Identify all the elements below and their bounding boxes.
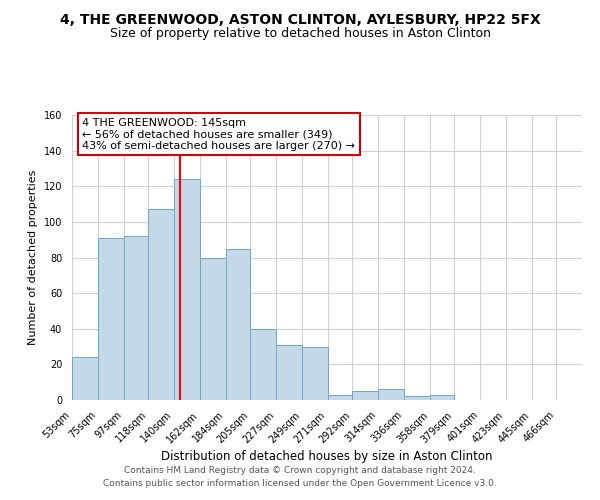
Text: 4 THE GREENWOOD: 145sqm
← 56% of detached houses are smaller (349)
43% of semi-d: 4 THE GREENWOOD: 145sqm ← 56% of detache…	[82, 118, 355, 151]
Bar	[174, 179, 200, 400]
Bar	[352, 391, 378, 400]
Y-axis label: Number of detached properties: Number of detached properties	[28, 170, 38, 345]
X-axis label: Distribution of detached houses by size in Aston Clinton: Distribution of detached houses by size …	[161, 450, 493, 464]
Bar	[148, 210, 174, 400]
Bar	[276, 345, 302, 400]
Bar	[430, 394, 454, 400]
Text: Contains HM Land Registry data © Crown copyright and database right 2024.
Contai: Contains HM Land Registry data © Crown c…	[103, 466, 497, 487]
Bar	[302, 346, 328, 400]
Bar	[200, 258, 226, 400]
Text: Size of property relative to detached houses in Aston Clinton: Size of property relative to detached ho…	[110, 28, 491, 40]
Bar	[404, 396, 430, 400]
Bar	[250, 329, 276, 400]
Bar	[378, 390, 404, 400]
Bar	[328, 394, 352, 400]
Bar	[72, 357, 98, 400]
Bar	[98, 238, 124, 400]
Text: 4, THE GREENWOOD, ASTON CLINTON, AYLESBURY, HP22 5FX: 4, THE GREENWOOD, ASTON CLINTON, AYLESBU…	[59, 12, 541, 26]
Bar	[124, 236, 148, 400]
Bar	[226, 248, 250, 400]
